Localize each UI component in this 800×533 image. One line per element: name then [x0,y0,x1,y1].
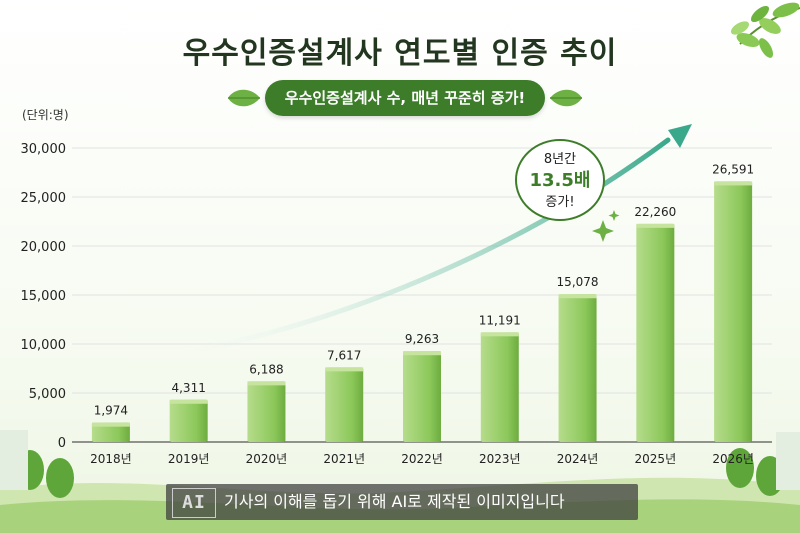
bar-value-label: 4,311 [171,381,205,395]
leaf-left-icon [228,89,260,107]
x-tick-label: 2023년 [479,452,521,466]
branch-leaves-icon [730,2,800,58]
building-icon [0,430,28,490]
bar [169,399,208,442]
page-title: 우수인증설계사 연도별 인증 추이 [182,36,618,71]
y-tick-label: 25,000 [21,191,67,206]
bar-top [480,332,519,337]
x-axis-ticks: 2018년 2019년 2020년 2021년 2022년 2023년 2024년 2025년… [90,452,754,466]
bar-value-label: 11,191 [479,313,521,327]
bar [91,422,130,442]
sparkle-icon [592,220,614,242]
y-tick-label: 20,000 [21,240,67,255]
y-axis-ticks: 0 5,000 10,000 15,000 20,000 25,000 30,000 [21,142,67,451]
bar [714,181,753,442]
bar-top [247,381,286,386]
x-tick-label: 2022년 [401,452,443,466]
bar-value-label: 22,260 [634,205,676,219]
callout-line2: 13.5배 [530,170,591,191]
bar-top [714,181,753,186]
tree-icon [46,458,74,498]
bar-value-label: 6,188 [249,362,283,376]
trend-arrow-head [668,124,692,148]
bar-top [169,399,208,404]
x-tick-label: 2019년 [168,452,210,466]
leaf-right-icon [550,89,582,107]
bar [558,294,597,442]
y-tick-label: 5,000 [29,387,66,402]
bar-value-label: 15,078 [557,275,599,289]
y-tick-label: 30,000 [21,142,67,157]
sparkle-icon [608,210,620,221]
bars: 1,974 4,311 6,188 7,617 9,263 11,191 15,078 22,… [91,162,754,442]
bar [480,332,519,442]
tree-icon [726,448,754,488]
bar-top [325,367,364,372]
bar-value-label: 26,591 [712,162,754,176]
y-tick-label: 0 [58,436,66,451]
bar [247,381,286,442]
y-tick-label: 10,000 [21,338,67,353]
bar-value-label: 7,617 [327,348,361,362]
bar-top [91,422,130,427]
bar-value-label: 9,263 [405,332,439,346]
ai-watermark: AI 기사의 이해를 돕기 위해 AI로 제작된 이미지입니다 [166,484,638,520]
ai-logo: AI [172,488,216,518]
callout-line1: 8년간 [544,152,576,167]
callout-circle [515,139,605,221]
y-tick-label: 15,000 [21,289,67,304]
bar-top [403,351,441,356]
x-tick-label: 2024년 [557,452,599,466]
x-tick-label: 2021년 [323,452,365,466]
trend-arrow [157,124,692,359]
bar-value-label: 1,974 [94,404,128,418]
bar-top [636,223,675,228]
x-tick-label: 2020년 [246,452,288,466]
bar [636,223,675,442]
bar [325,367,364,442]
callout-line3: 증가! [545,195,574,210]
building-icon [776,432,800,490]
x-tick-label: 2026년 [712,452,754,466]
watermark-text: 기사의 이해를 돕기 위해 AI로 제작된 이미지입니다 [224,492,565,511]
x-tick-label: 2018년 [90,452,132,466]
bar [403,351,441,442]
bar-top [558,294,597,299]
x-tick-label: 2025년 [635,452,677,466]
unit-label: (단위:명) [22,108,69,122]
subtitle-banner: 우수인증설계사 수, 매년 꾸준히 증가! [265,80,545,116]
